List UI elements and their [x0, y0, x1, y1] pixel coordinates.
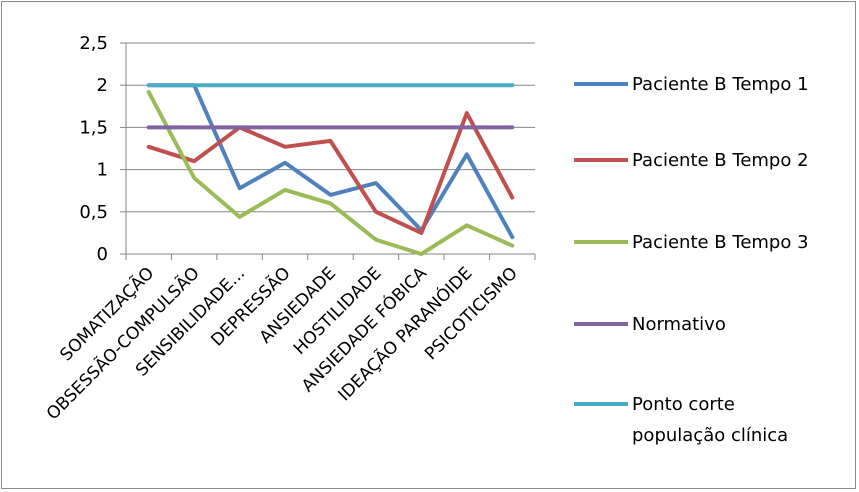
axes	[120, 42, 536, 260]
legend-item-4: Normativo	[574, 314, 726, 335]
legend-label: Paciente B Tempo 2	[632, 150, 809, 171]
y-tick-label: 0,5	[79, 202, 108, 223]
y-tick-label: 0	[97, 244, 108, 265]
y-tick-label: 2,5	[79, 33, 108, 54]
series-lines	[146, 83, 515, 256]
y-tick-label: 1,5	[79, 117, 108, 138]
legend-label: Paciente B Tempo 3	[632, 232, 809, 253]
y-tick-label: 1	[97, 160, 108, 181]
x-tick-labels: SOMATIZAÇÃOOBSESSÃO-COMPULSÃOSENSIBILIDA…	[41, 262, 521, 424]
legend: Paciente B Tempo 1 Paciente B Tempo 2 Paci…	[574, 74, 809, 446]
y-tick-labels: 0 0,5 1 1,5 2 2,5	[79, 33, 108, 265]
legend-item-3: Paciente B Tempo 3	[574, 232, 809, 253]
legend-item-1: Paciente B Tempo 1	[574, 74, 809, 95]
y-tick-label: 2	[97, 75, 108, 96]
series-line-2	[146, 111, 515, 235]
legend-label: Paciente B Tempo 1	[632, 74, 809, 95]
legend-label: Normativo	[632, 314, 726, 335]
series-line-3	[146, 90, 515, 256]
legend-item-2: Paciente B Tempo 2	[574, 150, 809, 171]
legend-label: Ponto corte	[632, 394, 735, 415]
series-line-1	[146, 83, 515, 240]
legend-item-5: Ponto corte população clínica	[574, 394, 788, 446]
legend-label: população clínica	[632, 425, 788, 446]
